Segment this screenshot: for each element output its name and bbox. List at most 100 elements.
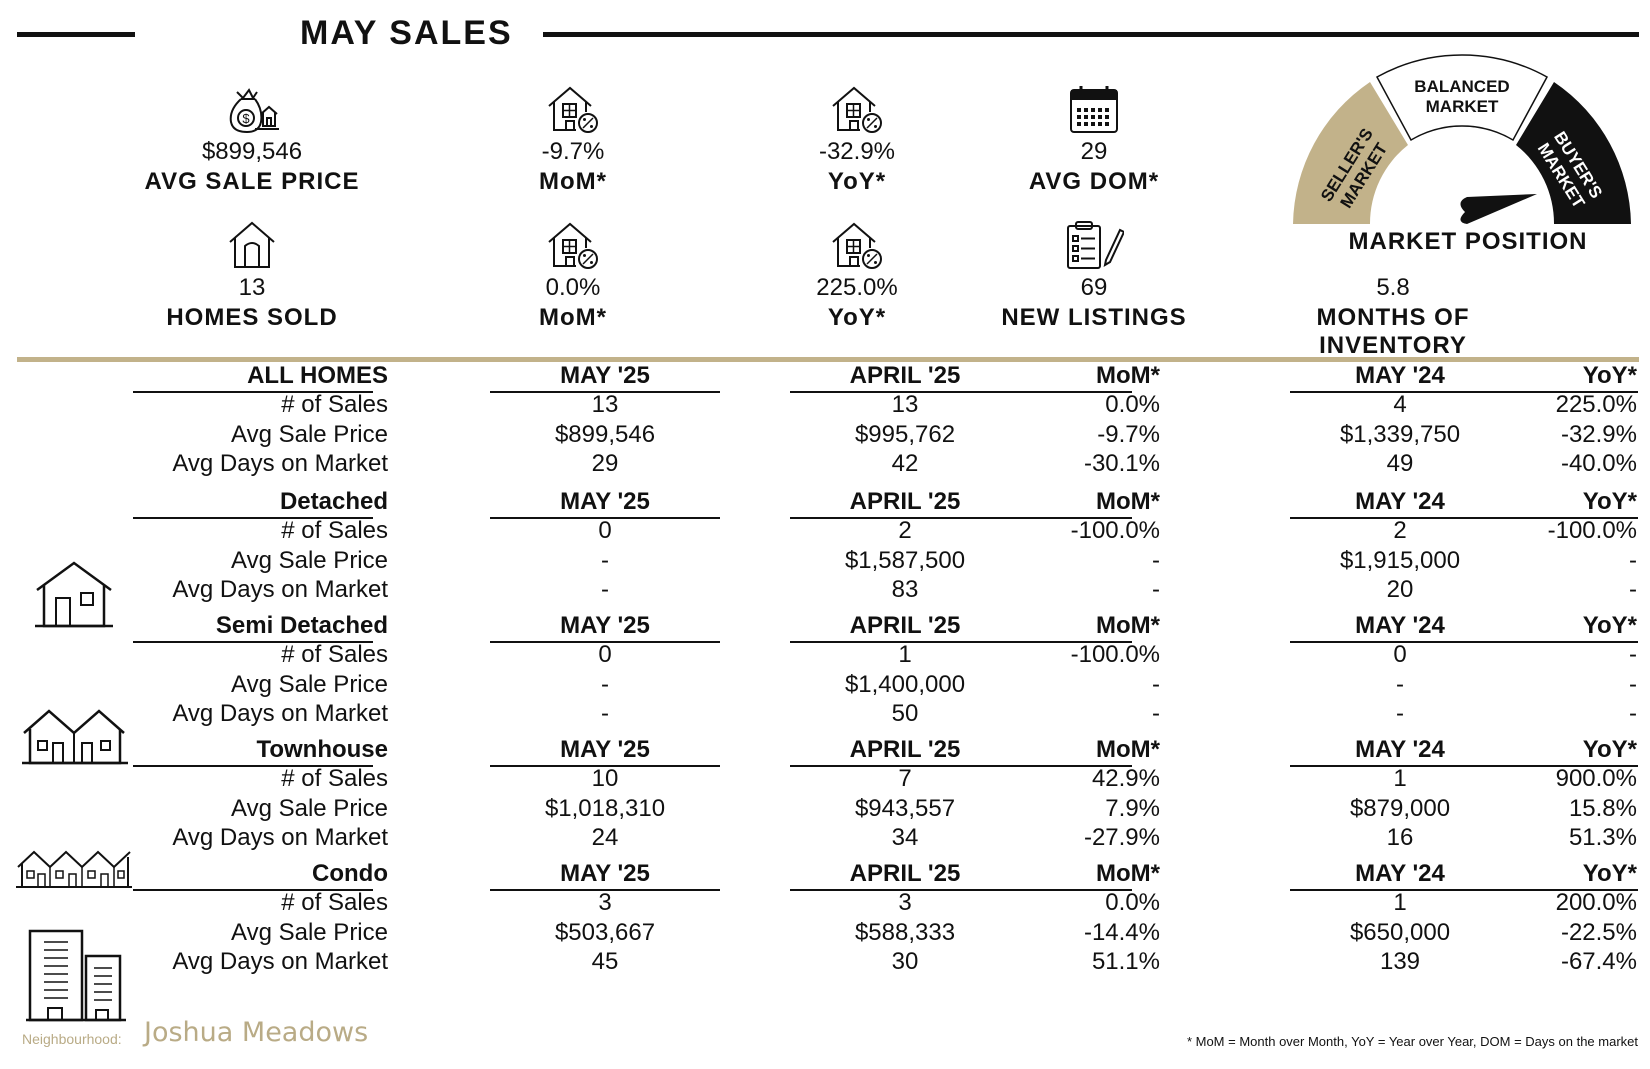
kpi-label: NEW LISTINGS (1001, 304, 1187, 331)
house-percent-icon (707, 74, 1007, 134)
kpi-value: -32.9% (818, 138, 896, 165)
table-cell: 20 (1386, 576, 1414, 603)
table-cell: 3 (898, 889, 912, 916)
kpi-value: 69 (1080, 274, 1108, 301)
table-cell: -100.0% (1547, 517, 1637, 544)
kpi-label: YoY* (827, 304, 887, 331)
table-row: # of Sales 0 2 -100.0% 2 -100.0% (0, 515, 1650, 546)
footnote: * MoM = Month over Month, YoY = Year ove… (1186, 1034, 1638, 1049)
table-cell: 45 (591, 948, 619, 975)
header-underline (133, 391, 373, 393)
section-header-row: Detached MAY '25 APRIL '25 MoM* MAY '24 YoY* (0, 486, 1650, 517)
header-underline (1510, 391, 1638, 393)
header-underline (1510, 889, 1638, 891)
column-header: APRIL '25 (849, 362, 961, 389)
gauge-balanced-segment (1375, 54, 1549, 142)
house-icon (102, 210, 402, 270)
column-header: MAY '25 (560, 612, 650, 639)
table-cell: -22.5% (1560, 918, 1637, 946)
table-cell: 900.0% (1555, 765, 1637, 792)
table-cell: 139 (1379, 948, 1421, 975)
table-row: Avg Sale Price $1,018,310 $943,557 7.9% $879… (0, 793, 1650, 824)
table-row: Avg Sale Price $899,546 $995,762 -9.7% $1,33… (0, 419, 1650, 450)
kpi-label: MoM* (539, 168, 607, 195)
section-title: Townhouse (256, 736, 388, 763)
column-header: MAY '24 (1355, 612, 1445, 639)
header-underline (1510, 517, 1638, 519)
section-header-row: ALL HOMES MAY '25 APRIL '25 MoM* MAY '24 YoY* (0, 360, 1650, 391)
column-header: MAY '24 (1355, 488, 1445, 515)
table-cell: -40.0% (1560, 450, 1637, 477)
table-cell: 225.0% (1555, 391, 1637, 418)
column-header: YoY* (1582, 362, 1637, 389)
header-underline (790, 391, 1020, 393)
header-underline (490, 889, 720, 891)
section-divider (17, 357, 1639, 362)
row-label: # of Sales (281, 641, 388, 668)
table-cell: 7 (898, 765, 912, 792)
table-row: Avg Sale Price $503,667 $588,333 -14.4% $650… (0, 917, 1650, 948)
column-header: MoM* (1096, 612, 1160, 639)
house-percent-icon (423, 74, 723, 134)
calendar-icon (944, 74, 1244, 134)
money-bag-house-icon: $ (102, 74, 402, 134)
header-underline (1290, 517, 1510, 519)
column-header: APRIL '25 (849, 860, 961, 887)
table-cell: -14.4% (1083, 918, 1160, 946)
detached-house-icon (35, 561, 113, 628)
table-row: Avg Days on Market 45 30 51.1% 139 -67.4% (0, 946, 1650, 977)
kpi-label: YoY* (827, 168, 887, 195)
gauge-balanced-label: BALANCED MARKET (1414, 77, 1509, 116)
kpi-value: 5.8 (1376, 274, 1410, 301)
table-cell: $1,018,310 (544, 794, 666, 822)
column-header: YoY* (1582, 736, 1637, 763)
table-cell: 34 (891, 824, 919, 851)
table-cell: - (1629, 700, 1637, 727)
header-underline (790, 641, 1020, 643)
table-cell: 16 (1386, 824, 1414, 851)
kpi-value: 225.0% (816, 274, 898, 301)
table-cell: 24 (591, 824, 619, 851)
header-underline (1510, 765, 1638, 767)
table-cell: 15.8% (1568, 794, 1637, 822)
section-header-row: Condo MAY '25 APRIL '25 MoM* MAY '24 YoY* (0, 858, 1650, 889)
table-row: Avg Days on Market - 50 - - - (0, 698, 1650, 729)
table-cell: - (1396, 670, 1404, 698)
table-row: # of Sales 0 1 -100.0% 0 - (0, 639, 1650, 670)
table-cell: - (1629, 576, 1637, 603)
column-header: YoY* (1582, 488, 1637, 515)
kpi-label: MoM* (539, 304, 607, 331)
table-cell: 1 (1393, 889, 1407, 916)
header-underline (1020, 765, 1132, 767)
table-cell: $899,546 (554, 420, 656, 448)
row-label: Avg Days on Market (172, 700, 388, 727)
header-underline (1020, 391, 1132, 393)
table-cell: -32.9% (1560, 420, 1637, 448)
table-cell: $943,557 (854, 794, 956, 822)
kpi-bottom-3: 69 NEW LISTINGS (944, 210, 1244, 332)
header-underline (1290, 391, 1510, 393)
column-header: MAY '24 (1355, 860, 1445, 887)
semi-detached-house-icon (22, 709, 128, 765)
table-cell: 7.9% (1105, 794, 1160, 822)
page-title: MAY SALES (300, 14, 513, 52)
table-cell: 0.0% (1105, 889, 1160, 916)
header-underline (490, 391, 720, 393)
header-underline (490, 641, 720, 643)
table-cell: -100.0% (1070, 517, 1160, 544)
neighbourhood-name: Joshua Meadows (144, 1017, 369, 1048)
table-cell: 83 (891, 576, 919, 603)
table-cell: -9.7% (1097, 420, 1160, 448)
table-cell: $503,667 (554, 918, 656, 946)
table-cell: 0 (1393, 641, 1407, 668)
table-cell: $650,000 (1349, 918, 1451, 946)
row-label: Avg Days on Market (172, 824, 388, 851)
kpi-top-0: $ $899,546 AVG SALE PRICE (102, 74, 402, 196)
kpi-value: $899,546 (201, 138, 303, 165)
row-label: Avg Days on Market (172, 948, 388, 975)
table-row: # of Sales 10 7 42.9% 1 900.0% (0, 763, 1650, 794)
kpi-bottom-1: 0.0% MoM* (423, 210, 723, 332)
table-cell: - (1629, 641, 1637, 668)
table-cell: 1 (898, 641, 912, 668)
table-cell: -27.9% (1083, 824, 1160, 851)
